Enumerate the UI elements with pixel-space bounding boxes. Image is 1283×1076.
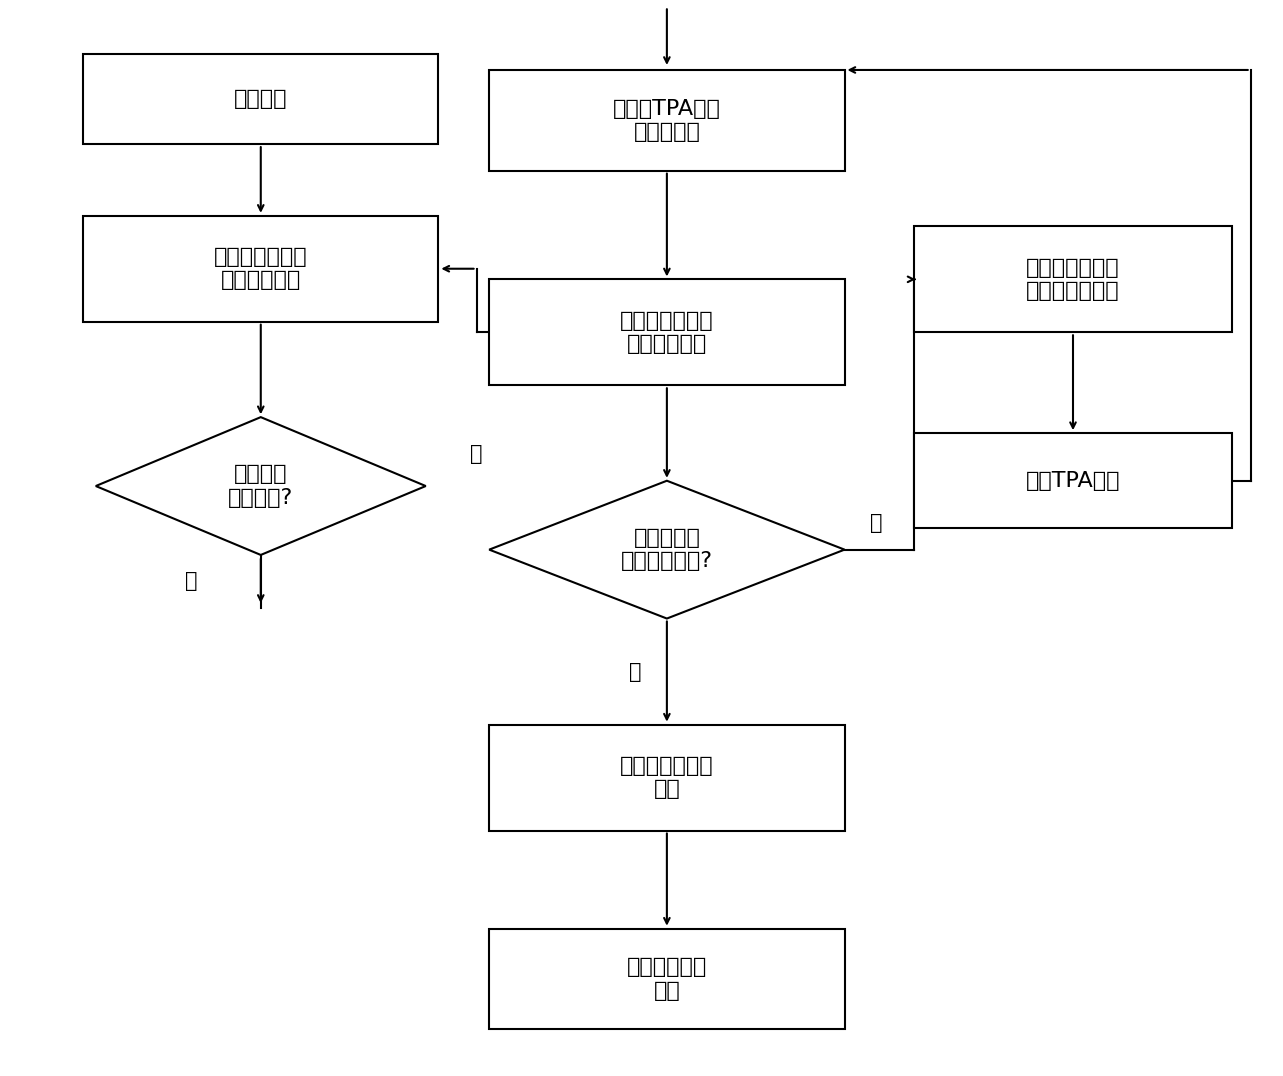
Bar	[83, 215, 439, 322]
Text: 有误差大且
贡献大的频段?: 有误差大且 贡献大的频段?	[621, 528, 713, 571]
Text: 各声源TPA计算
与信号合成: 各声源TPA计算 与信号合成	[613, 99, 721, 142]
Text: 基于时域波束形
成的声源定位: 基于时域波束形 成的声源定位	[214, 247, 308, 291]
Polygon shape	[489, 481, 844, 619]
Text: 修正TPA结果: 修正TPA结果	[1025, 470, 1120, 491]
Polygon shape	[96, 417, 426, 555]
Bar	[915, 226, 1232, 332]
Text: 否: 否	[629, 662, 642, 681]
Text: 否: 否	[471, 444, 482, 464]
Text: 找到贡献最大
声源: 找到贡献最大 声源	[627, 958, 707, 1001]
Text: 合成信号与实际
信号误差分析: 合成信号与实际 信号误差分析	[620, 311, 713, 354]
Bar	[915, 433, 1232, 528]
Text: 所有区域
识别完成?: 所有区域 识别完成?	[228, 465, 294, 508]
Bar	[83, 54, 439, 144]
Text: 是: 是	[870, 513, 883, 533]
Bar	[489, 280, 844, 385]
Bar	[489, 724, 844, 831]
Bar	[489, 70, 844, 171]
Text: 划分区域: 划分区域	[234, 89, 287, 109]
Bar	[489, 929, 844, 1030]
Text: 计算各噪声源贡
献量: 计算各噪声源贡 献量	[620, 756, 713, 799]
Text: 利用频域波束形
成找到声源位置: 利用频域波束形 成找到声源位置	[1026, 258, 1120, 301]
Text: 是: 是	[185, 571, 198, 592]
